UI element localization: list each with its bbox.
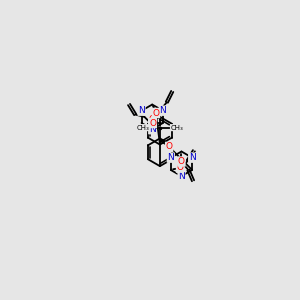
Text: O: O	[178, 157, 185, 166]
Text: N: N	[189, 153, 196, 162]
Text: N: N	[178, 172, 185, 181]
Text: N: N	[160, 106, 166, 115]
Text: N: N	[167, 153, 174, 162]
Text: O: O	[149, 115, 156, 124]
Text: O: O	[153, 109, 160, 118]
Text: O: O	[149, 118, 156, 127]
Text: O: O	[176, 163, 184, 172]
Text: CH₃: CH₃	[136, 124, 149, 130]
Text: N: N	[138, 106, 145, 115]
Text: CH₃: CH₃	[170, 124, 183, 130]
Text: N: N	[149, 125, 156, 134]
Text: O: O	[166, 142, 173, 152]
